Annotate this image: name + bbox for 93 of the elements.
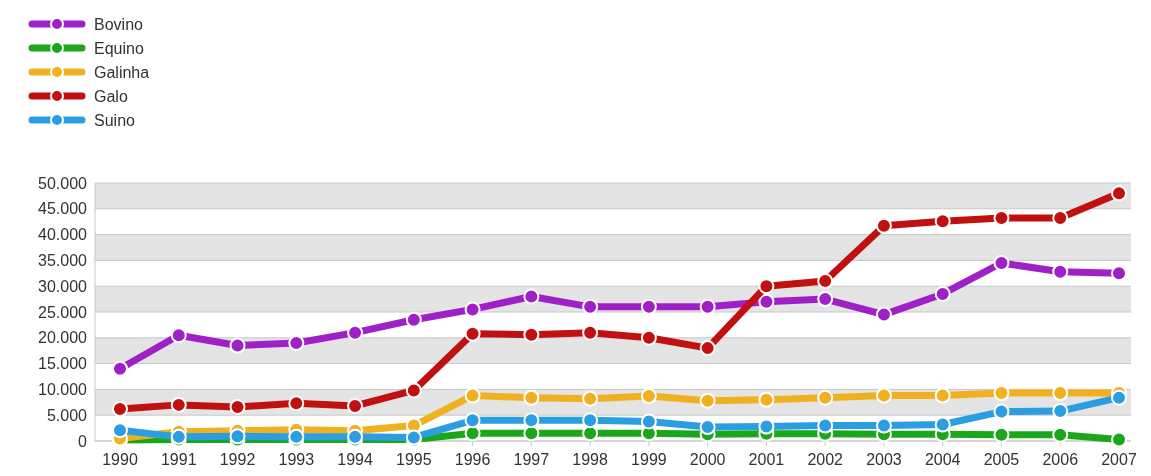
point xyxy=(934,285,951,302)
legend-label: Suino xyxy=(94,111,136,129)
point xyxy=(699,340,716,357)
x-tick-label: 1999 xyxy=(631,451,667,468)
point xyxy=(229,398,246,415)
legend-label: Equino xyxy=(94,39,144,57)
x-tick-label: 2002 xyxy=(807,451,844,468)
point xyxy=(640,298,657,315)
x-tick-label: 2000 xyxy=(689,451,726,468)
y-tick-label: 15.000 xyxy=(38,355,88,373)
point xyxy=(288,395,305,412)
point xyxy=(699,419,716,436)
point xyxy=(817,273,834,290)
point xyxy=(817,417,834,434)
point xyxy=(523,288,540,305)
point xyxy=(993,426,1010,443)
legend-label: Galinha xyxy=(94,63,150,81)
point xyxy=(875,217,892,234)
point xyxy=(582,412,599,429)
point xyxy=(170,327,187,344)
point xyxy=(229,337,246,354)
legend-label: Galo xyxy=(94,87,128,105)
point xyxy=(934,387,951,404)
point xyxy=(699,298,716,315)
point xyxy=(934,416,951,433)
point xyxy=(523,389,540,406)
point xyxy=(464,325,481,342)
x-tick-label: 2001 xyxy=(748,451,785,468)
point xyxy=(699,392,716,409)
point xyxy=(758,293,775,310)
x-tick-label: 1993 xyxy=(278,451,315,468)
x-tick-label: 1990 xyxy=(102,451,138,468)
y-tick-label: 30.000 xyxy=(38,277,88,295)
point xyxy=(112,401,128,418)
x-tick-label: 1992 xyxy=(219,451,256,468)
y-tick-label: 10.000 xyxy=(38,381,88,398)
point xyxy=(875,417,892,434)
y-tick-label: 5.000 xyxy=(46,406,88,424)
point xyxy=(1111,389,1127,406)
legend-label: Bovino xyxy=(94,15,144,33)
point xyxy=(817,389,834,406)
point xyxy=(993,385,1010,402)
point xyxy=(1052,426,1069,443)
point xyxy=(112,422,128,439)
x-tick-label: 1995 xyxy=(396,451,432,468)
point xyxy=(582,390,599,407)
x-tick-label: 2003 xyxy=(866,451,902,468)
point xyxy=(640,413,657,430)
point xyxy=(1052,263,1069,280)
point xyxy=(464,301,481,318)
x-tick-label: 1997 xyxy=(513,451,550,468)
x-tick-label: 1998 xyxy=(572,451,609,468)
point xyxy=(582,324,599,341)
point xyxy=(170,396,187,413)
point xyxy=(758,391,775,408)
point xyxy=(112,360,128,377)
point xyxy=(1111,431,1127,448)
point xyxy=(875,387,892,404)
point xyxy=(1111,185,1127,202)
y-tick-label: 0 xyxy=(78,432,88,450)
y-tick-label: 35.000 xyxy=(38,252,88,269)
x-tick-label: 2007 xyxy=(1101,451,1137,468)
x-tick-label: 1996 xyxy=(454,451,491,468)
point xyxy=(523,326,540,343)
y-tick-label: 20.000 xyxy=(38,329,88,347)
y-tick-label: 50.000 xyxy=(38,174,88,192)
point xyxy=(464,412,481,429)
point xyxy=(405,311,422,328)
point xyxy=(993,254,1010,271)
point xyxy=(817,291,834,308)
y-tick-label: 45.000 xyxy=(38,200,88,218)
point xyxy=(1111,265,1127,282)
x-tick-label: 1994 xyxy=(337,451,373,468)
point xyxy=(405,382,422,399)
point xyxy=(1052,385,1069,402)
point xyxy=(640,388,657,405)
x-tick-label: 1991 xyxy=(160,451,197,468)
point xyxy=(758,278,775,295)
x-tick-label: 2006 xyxy=(1042,451,1079,468)
point xyxy=(347,397,364,414)
point xyxy=(993,403,1010,420)
point xyxy=(640,329,657,346)
x-tick-label: 2005 xyxy=(983,451,1020,468)
point xyxy=(347,324,364,341)
point xyxy=(934,213,951,230)
point xyxy=(758,418,775,435)
x-tick-label: 2004 xyxy=(924,451,961,468)
y-tick-label: 25.000 xyxy=(38,303,88,321)
point xyxy=(523,412,540,429)
point xyxy=(875,306,892,323)
y-tick-label: 40.000 xyxy=(38,226,88,244)
point xyxy=(464,387,481,404)
point xyxy=(582,298,599,315)
